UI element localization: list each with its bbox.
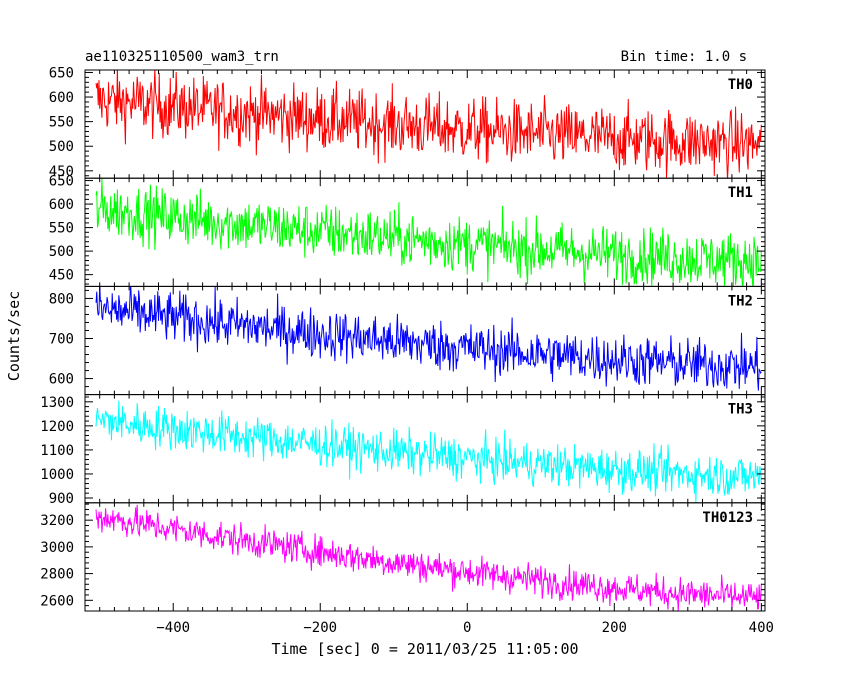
- panel-label: TH2: [728, 293, 753, 309]
- panel-label: TH3: [728, 402, 753, 418]
- x-tick-label: −400: [156, 620, 190, 636]
- panel-label: TH0: [728, 77, 753, 93]
- y-tick-label: 1200: [40, 419, 74, 435]
- x-tick-label: 0: [463, 620, 471, 636]
- series-line-th3: [95, 400, 762, 503]
- panel-th3: 900 1000 1100 1200 1300 TH3: [40, 394, 766, 507]
- panel-th0123: 2600 2800 3000 3200 TH0123: [40, 502, 766, 612]
- panel-label: TH1: [728, 185, 753, 201]
- x-tick-label: 200: [602, 620, 627, 636]
- y-tick-label: 600: [49, 90, 74, 106]
- panel-th0: 450 500 550 600 650 TH0: [49, 65, 766, 180]
- panels-layer: 450 500 550 600 650 TH0 450 500 550 600 650 TH1 600 7…: [40, 65, 774, 636]
- y-tick-label: 550: [49, 115, 74, 131]
- series-line-th1: [95, 178, 762, 287]
- y-tick-label: 500: [49, 244, 74, 260]
- y-tick-label: 2600: [40, 593, 74, 609]
- y-tick-label: 3000: [40, 540, 74, 556]
- panel-label: TH0123: [702, 510, 753, 526]
- x-tick-label: 400: [749, 620, 774, 636]
- chart-title: ae110325110500_wam3_trn: [85, 49, 279, 65]
- y-tick-label: 800: [49, 291, 74, 307]
- y-tick-label: 450: [49, 268, 74, 284]
- y-tick-label: 1100: [40, 443, 74, 459]
- y-tick-label: 900: [49, 491, 74, 507]
- y-tick-label: 2800: [40, 567, 74, 583]
- y-tick-label: 1000: [40, 467, 74, 483]
- y-tick-label: 3200: [40, 513, 74, 529]
- y-tick-label: 700: [49, 331, 74, 347]
- x-axis-label: Time [sec] 0 = 2011/03/25 11:05:00: [271, 640, 578, 658]
- y-tick-label: 550: [49, 221, 74, 237]
- panel-th2: 600 700 800 TH2: [49, 285, 766, 396]
- panel-th1: 450 500 550 600 650 TH1: [49, 174, 766, 287]
- y-tick-label: 1300: [40, 395, 74, 411]
- series-line-th2: [95, 286, 762, 391]
- x-tick-label: −200: [303, 620, 337, 636]
- series-line-th0123: [95, 504, 762, 611]
- panel-frame: [84, 502, 766, 612]
- y-tick-label: 650: [49, 174, 74, 190]
- y-tick-label: 650: [49, 65, 74, 81]
- bin-time-label: Bin time: 1.0 s: [621, 49, 747, 65]
- y-tick-label: 450: [49, 164, 74, 180]
- y-axis-label: Counts/sec: [5, 291, 23, 381]
- y-tick-label: 600: [49, 197, 74, 213]
- series-line-th0: [95, 70, 762, 179]
- y-tick-label: 500: [49, 139, 74, 155]
- y-tick-label: 600: [49, 372, 74, 388]
- panel-frame: [84, 285, 766, 396]
